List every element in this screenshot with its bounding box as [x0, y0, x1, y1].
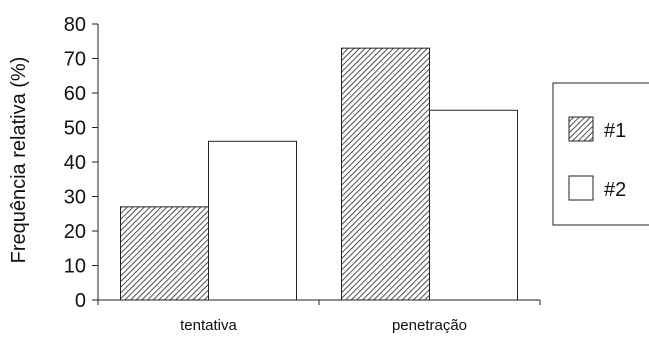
y-tick-label: 0: [75, 290, 86, 312]
y-tick-label: 20: [64, 221, 86, 243]
bar-series-1-0: [120, 206, 209, 301]
y-tick-label: 80: [64, 14, 86, 36]
bar-series-2-1: [429, 109, 518, 301]
y-tick-label: 50: [64, 118, 86, 140]
y-axis: 0 10 20 30 40 50 60 70 80: [64, 14, 99, 312]
x-axis: tentativa penetração: [97, 299, 541, 334]
y-tick-label: 30: [64, 187, 86, 209]
x-tick-label: tentativa: [180, 317, 237, 334]
legend-box: [552, 82, 649, 226]
bar-series-2-0: [208, 140, 297, 301]
x-tick-label: penetração: [392, 317, 467, 334]
y-tick-label: 10: [64, 256, 86, 278]
y-tick-label: 40: [64, 152, 86, 174]
legend: #1 #2: [552, 82, 649, 226]
y-axis-label: Frequência relativa (%): [8, 57, 30, 264]
legend-swatch-series-2: [568, 175, 594, 201]
legend-label-series-1: #1: [604, 120, 626, 142]
legend-swatch-series-1: [568, 116, 594, 142]
y-tick-label: 70: [64, 49, 86, 71]
bar-series-1-1: [341, 47, 430, 301]
y-tick-label: 60: [64, 83, 86, 105]
bars: [120, 47, 518, 301]
legend-label-series-2: #2: [604, 179, 626, 201]
